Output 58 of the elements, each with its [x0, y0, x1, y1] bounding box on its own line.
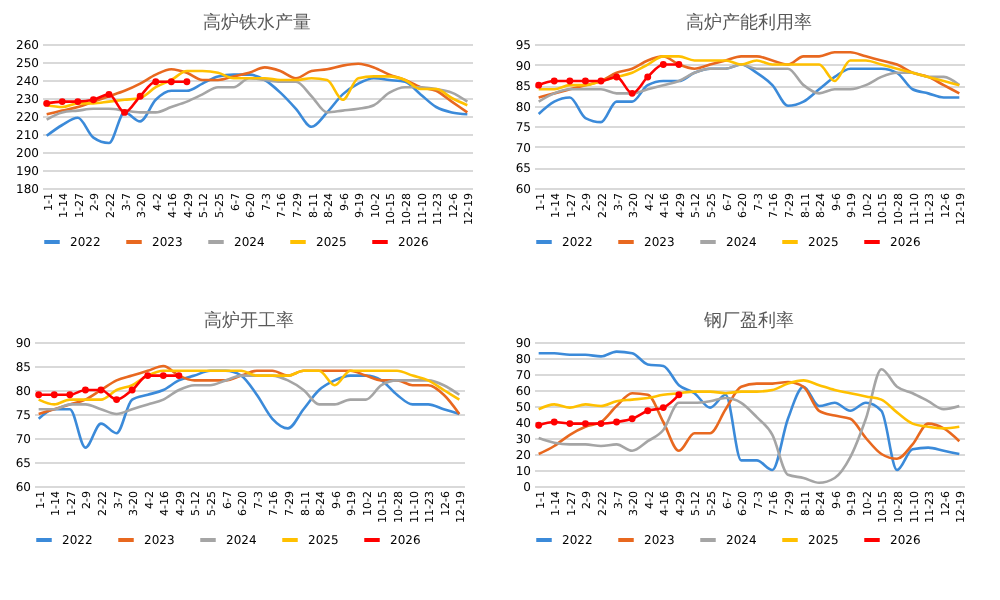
point [121, 108, 129, 116]
line-series [537, 379, 961, 430]
point [58, 98, 66, 106]
point [597, 420, 605, 428]
chart-title: 高炉开工率 [204, 310, 294, 332]
point [644, 407, 652, 415]
point [113, 396, 121, 404]
point [597, 77, 605, 85]
line-series [37, 364, 461, 416]
point [581, 77, 589, 85]
point [675, 391, 683, 399]
line-series [537, 367, 961, 485]
point [50, 391, 58, 399]
point [35, 391, 43, 399]
point [97, 386, 105, 394]
point [628, 89, 636, 97]
point [535, 421, 543, 429]
point [183, 78, 191, 86]
line-series [537, 63, 961, 103]
point [613, 73, 621, 81]
line-series [45, 76, 469, 121]
point [43, 99, 51, 107]
line-series [537, 350, 961, 472]
line-series [45, 73, 469, 145]
point [152, 78, 160, 86]
point [136, 92, 144, 100]
point [74, 98, 82, 106]
point [89, 96, 97, 104]
point [128, 386, 136, 394]
point [566, 420, 574, 428]
point [644, 73, 652, 81]
point [550, 77, 558, 85]
point [175, 372, 183, 380]
point [659, 61, 667, 69]
point [167, 78, 175, 86]
line-series [37, 369, 461, 449]
point [535, 81, 543, 89]
line-series [37, 369, 461, 406]
point [144, 372, 152, 380]
line-series [537, 50, 961, 99]
point [613, 418, 621, 426]
point [675, 61, 683, 69]
chart-title: 高炉铁水产量 [203, 12, 311, 34]
point [66, 391, 74, 399]
line-series [537, 55, 961, 91]
point [581, 420, 589, 428]
point [659, 404, 667, 412]
line-series [37, 374, 461, 416]
line-series [537, 63, 961, 124]
point [105, 90, 113, 98]
point [628, 415, 636, 423]
point [81, 386, 89, 394]
line-series [537, 380, 961, 461]
point [159, 372, 167, 380]
chart-title: 高炉产能利用率 [686, 12, 812, 34]
point [566, 77, 574, 85]
point [550, 418, 558, 426]
chart-title: 钢厂盈利率 [702, 310, 794, 332]
